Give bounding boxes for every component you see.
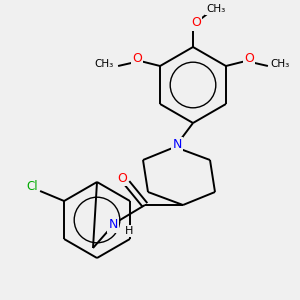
Text: CH₃: CH₃: [270, 59, 290, 69]
Text: O: O: [132, 52, 142, 65]
Text: CH₃: CH₃: [94, 59, 114, 69]
Text: CH₃: CH₃: [206, 4, 226, 14]
Text: O: O: [191, 16, 201, 29]
Text: O: O: [244, 52, 254, 65]
Text: H: H: [125, 226, 133, 236]
Text: Cl: Cl: [26, 181, 38, 194]
Text: O: O: [117, 172, 127, 184]
Text: N: N: [172, 139, 182, 152]
Text: N: N: [108, 218, 118, 232]
